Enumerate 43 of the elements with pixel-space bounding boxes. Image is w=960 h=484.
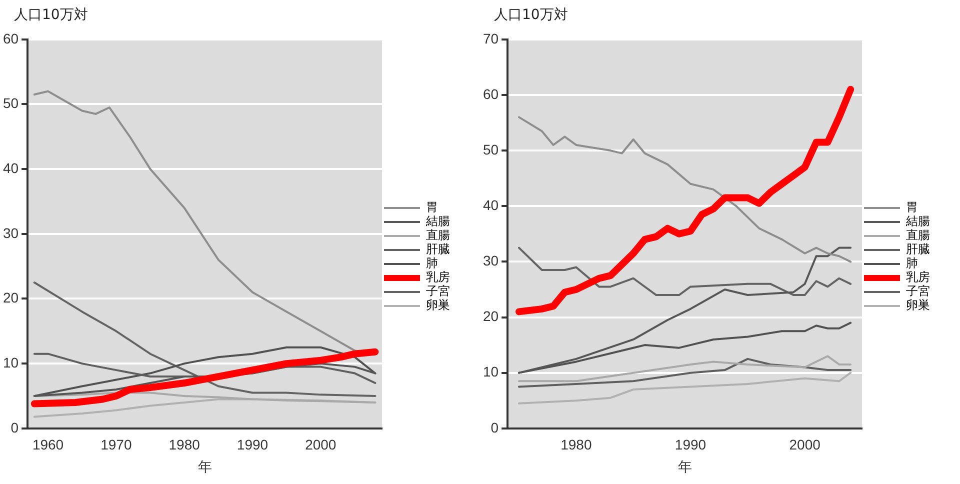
y-axis-title: 人口10万対 <box>494 6 568 24</box>
legend-label: 卵巣 <box>426 298 450 312</box>
y-tick-label: 10 <box>2 354 19 370</box>
y-tick-label: 50 <box>482 141 499 158</box>
y-tick-label: 20 <box>2 290 19 306</box>
x-tick-label: 1970 <box>100 436 132 453</box>
legend-label: 胃 <box>426 200 438 214</box>
y-tick-label: 10 <box>482 364 499 380</box>
legend-label: 直腸 <box>426 228 450 242</box>
x-tick-label: 1980 <box>560 436 592 453</box>
x-tick-label: 2000 <box>305 436 336 453</box>
y-tick-label: 20 <box>482 308 499 324</box>
legend-label: 肺 <box>906 256 918 270</box>
x-tick-label: 2000 <box>789 436 821 453</box>
legend-label: 肝臓 <box>906 242 930 256</box>
y-tick-label: 60 <box>482 86 499 102</box>
y-tick-label: 60 <box>2 30 19 46</box>
legend-label: 子宮 <box>906 284 930 298</box>
y-tick-label: 0 <box>490 419 499 436</box>
legend-label: 結腸 <box>425 214 450 228</box>
legend-label: 肺 <box>426 256 438 270</box>
x-tick-label: 1960 <box>32 436 64 453</box>
legend-label: 乳房 <box>906 270 930 284</box>
x-axis-title: 年 <box>198 458 212 474</box>
y-axis-title: 人口10万対 <box>14 6 88 24</box>
legend-label: 乳房 <box>426 270 450 284</box>
y-tick-label: 30 <box>482 252 499 269</box>
legend-label: 子宮 <box>426 284 450 298</box>
y-tick-label: 70 <box>482 30 499 46</box>
legend-label: 肝臓 <box>426 242 450 256</box>
x-tick-label: 1980 <box>168 436 200 453</box>
x-axis-title: 年 <box>678 458 692 474</box>
y-tick-label: 30 <box>2 224 19 241</box>
y-tick-label: 40 <box>482 196 499 213</box>
x-tick-label: 1990 <box>236 436 268 453</box>
legend-label: 直腸 <box>906 228 930 242</box>
y-tick-label: 40 <box>2 160 19 176</box>
x-tick-label: 1990 <box>674 436 706 453</box>
legend-label: 結腸 <box>905 214 930 228</box>
y-tick-label: 50 <box>2 95 19 112</box>
y-tick-label: 0 <box>10 419 19 436</box>
legend-label: 卵巣 <box>906 298 930 312</box>
legend-label: 胃 <box>906 200 918 214</box>
